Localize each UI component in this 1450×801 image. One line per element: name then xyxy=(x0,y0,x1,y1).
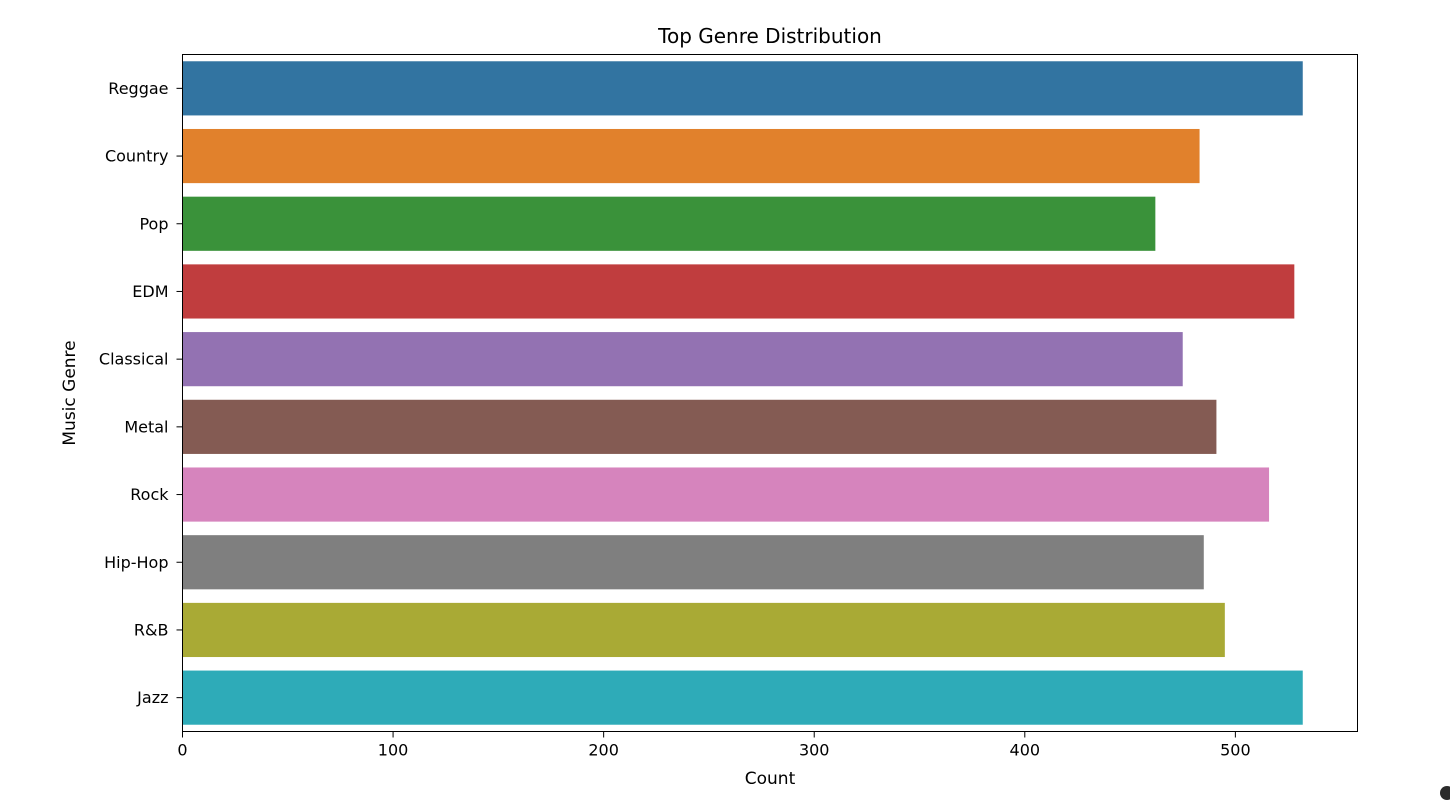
x-tick-label: 400 xyxy=(1010,741,1041,760)
bar-country xyxy=(182,128,1200,184)
y-tick-label: Reggae xyxy=(108,79,168,98)
bar-reggae xyxy=(182,61,1303,116)
bar-pop xyxy=(182,196,1156,251)
bar-hip-hop xyxy=(182,535,1204,590)
x-axis-ticks: 0 100 200 300 400 500 xyxy=(177,731,1251,760)
x-axis-label: Count xyxy=(745,769,796,789)
x-tick-label: 200 xyxy=(588,741,619,760)
y-tick-label: Classical xyxy=(99,350,169,369)
y-tick-label: EDM xyxy=(132,282,168,301)
bar-jazz xyxy=(182,670,1303,725)
x-tick-label: 100 xyxy=(378,741,409,760)
bar-r-b xyxy=(182,602,1225,658)
y-tick-label: Jazz xyxy=(136,688,168,707)
y-tick-label: Pop xyxy=(139,214,168,233)
bar-classical xyxy=(182,332,1183,387)
y-tick-label: Hip-Hop xyxy=(104,553,168,572)
bar-metal xyxy=(182,399,1217,454)
y-axis-label: Music Genre xyxy=(60,340,80,445)
x-tick-label: 500 xyxy=(1220,741,1251,760)
bars-group xyxy=(182,61,1303,725)
bar-edm xyxy=(182,264,1295,319)
x-tick-label: 300 xyxy=(799,741,830,760)
plot-frame xyxy=(182,54,1358,732)
y-tick-label: Country xyxy=(105,147,169,166)
y-tick-label: Metal xyxy=(124,417,168,436)
y-axis-ticks: Reggae Country Pop EDM Classical Metal Rock Hip… xyxy=(99,79,183,707)
bar-rock xyxy=(182,467,1270,522)
y-tick-label: Rock xyxy=(130,485,169,504)
chart-title: Top Genre Distribution xyxy=(657,24,882,48)
x-tick-label: 0 xyxy=(177,741,187,760)
corner-mark xyxy=(1440,786,1450,800)
y-tick-label: R&B xyxy=(134,620,169,639)
